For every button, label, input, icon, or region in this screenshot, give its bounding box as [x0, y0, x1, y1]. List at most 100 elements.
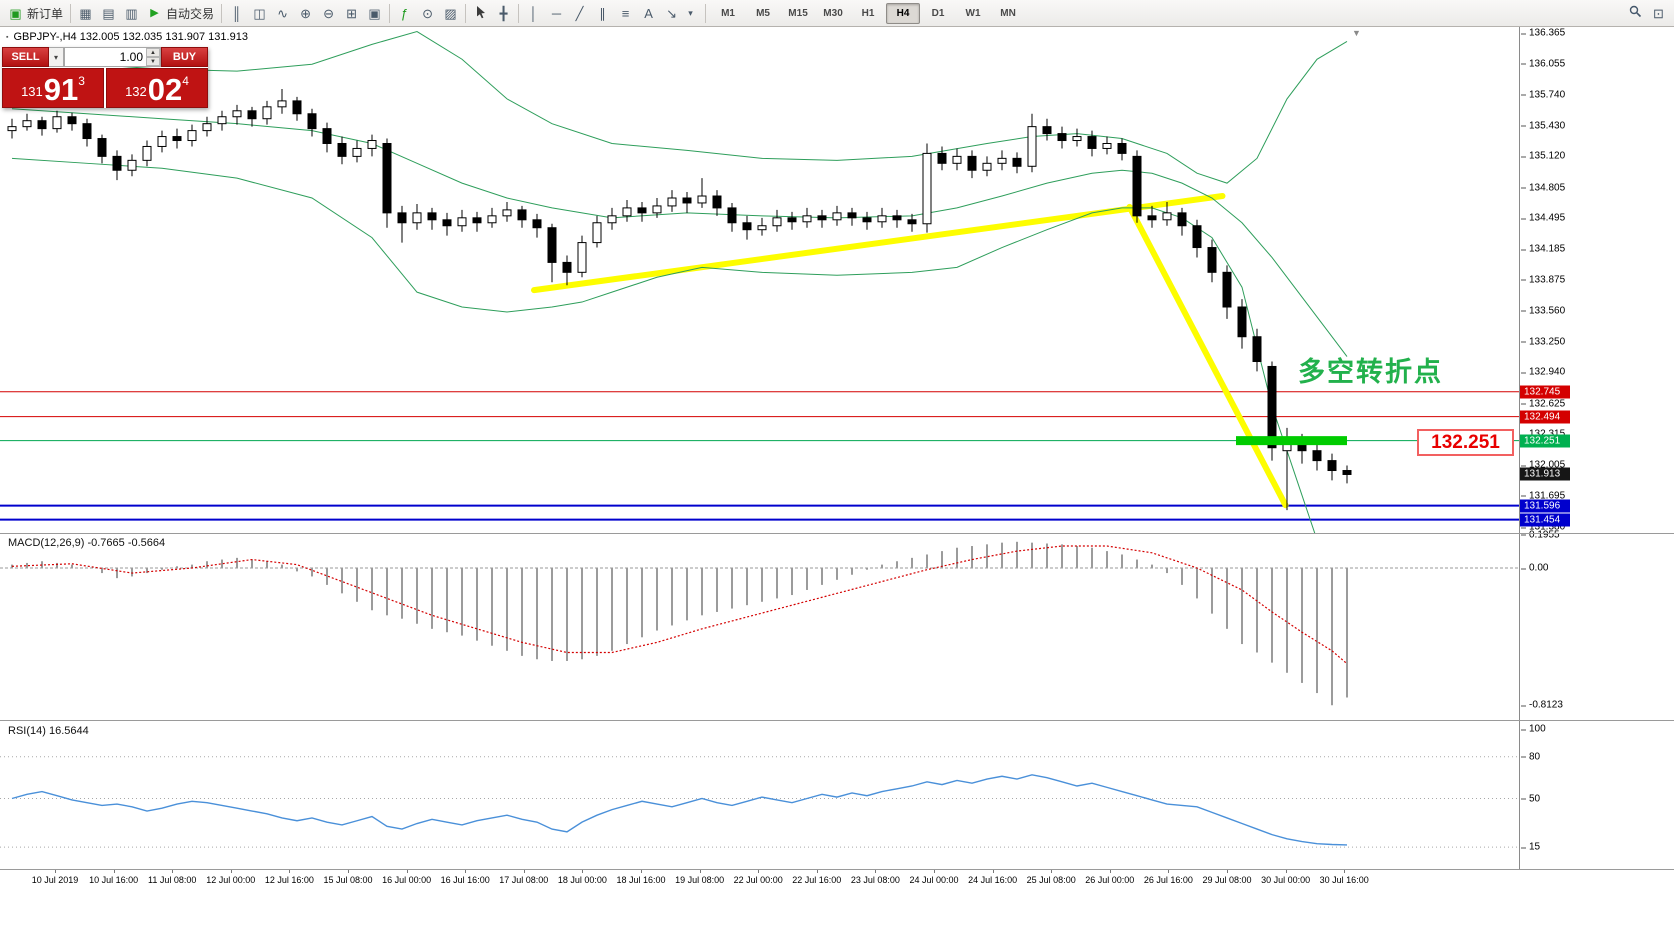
time-axis-tick	[582, 870, 584, 873]
symbol-marker-icon: ▪	[6, 33, 9, 41]
templates-button[interactable]: ▨	[439, 2, 462, 24]
buy-button[interactable]: BUY	[161, 47, 208, 67]
vertical-line-tool-button[interactable]: │	[522, 2, 545, 24]
navigator-button[interactable]: ▥	[120, 2, 143, 24]
buy-price-button[interactable]: 132 02 4	[106, 68, 208, 108]
chart-annotation-text[interactable]: 多空转折点	[1298, 357, 1443, 387]
timeframe-button-h1[interactable]: H1	[861, 7, 875, 19]
autotrading-label: 自动交易	[166, 6, 215, 21]
rsi-line	[11, 774, 1348, 846]
trendline-object[interactable]	[531, 193, 1226, 294]
horizontal-line-tool-button[interactable]: ─	[545, 2, 568, 24]
symbol-ohlc-text: GBPJPY-,H4 132.005 132.035 131.907 131.9…	[13, 31, 248, 43]
price-scale-label: 133.250	[1520, 336, 1566, 348]
zoom-out-button[interactable]: ⊖	[317, 2, 340, 24]
new-order-button[interactable]: ▣ 新订单	[4, 2, 67, 24]
timeframe-button-mn[interactable]: MN	[1000, 7, 1016, 19]
channel-tool-button[interactable]: ∥	[591, 2, 614, 24]
periods-icon: ⊙	[422, 5, 433, 21]
time-axis-tick	[875, 870, 877, 873]
timeframe-button-m5[interactable]: M5	[756, 7, 770, 19]
trendline-object[interactable]	[1126, 203, 1289, 509]
crosshair-button[interactable]: ╋	[492, 2, 515, 24]
time-axis-label: 30 Jul 16:00	[1319, 875, 1369, 885]
market-watch-button[interactable]: ▦	[74, 2, 97, 24]
volume-field-wrap: ▲ ▼	[64, 47, 161, 67]
price-scale-label: 132.940	[1520, 366, 1566, 378]
candlestick-chart-button[interactable]: ◫	[248, 2, 271, 24]
line-chart-button[interactable]: ∿	[271, 2, 294, 24]
panel-divider[interactable]	[0, 720, 1674, 721]
rsi-indicator-panel[interactable]	[0, 721, 1519, 869]
data-window-button[interactable]: ▤	[97, 2, 120, 24]
autotrading-button[interactable]: ▶ 自动交易	[143, 2, 218, 24]
sell-price-main: 91	[43, 72, 79, 107]
sell-price-button[interactable]: 131 91 3	[2, 68, 104, 108]
timeframe-button-h4[interactable]: H4	[886, 2, 921, 24]
price-scale-label: 134.805	[1520, 182, 1566, 194]
timeframe-button-m1[interactable]: M1	[721, 7, 735, 19]
indicators-icon: ƒ	[400, 5, 409, 21]
time-axis-tick	[55, 870, 56, 873]
timeframe-button-m15[interactable]: M15	[788, 7, 808, 19]
time-axis-tick	[699, 870, 701, 873]
time-axis[interactable]: 10 Jul 2019 10 Jul 16:00 11 Jul 08:00 12 Ju…	[0, 870, 1519, 890]
cursor-button[interactable]	[469, 2, 492, 24]
price-level-chip: 131.596	[1520, 499, 1570, 513]
rsi-scale-label: 80	[1520, 751, 1541, 763]
chart-shift-marker-icon[interactable]: ▼	[1352, 28, 1361, 38]
time-axis-label: 24 Jul 00:00	[909, 875, 959, 885]
candlestick-chart-icon: ◫	[253, 5, 266, 21]
new-window-icon: ⊡	[1653, 5, 1664, 21]
time-axis-tick	[406, 870, 408, 873]
price-scale-label: 136.055	[1520, 58, 1566, 70]
text-tool-button[interactable]: A	[637, 2, 660, 24]
cascade-windows-button[interactable]: ▣	[363, 2, 386, 24]
price-level-chip: 131.913	[1520, 467, 1570, 481]
time-axis-tick	[172, 870, 174, 873]
price-callout-label[interactable]: 132.251	[1417, 429, 1514, 456]
time-axis-label: 10 Jul 2019	[31, 875, 79, 885]
macd-indicator-panel[interactable]	[0, 534, 1519, 720]
arrows-tool-button[interactable]: ↘ ▾	[660, 2, 702, 24]
volume-increase-button[interactable]: ▲	[146, 48, 160, 57]
navigator-icon: ▥	[125, 5, 138, 21]
time-axis-label: 15 Jul 08:00	[323, 875, 373, 885]
fibonacci-tool-button[interactable]: ≡	[614, 2, 637, 24]
new-order-icon: ▣	[9, 5, 22, 21]
timeframe-button-w1[interactable]: W1	[965, 7, 981, 19]
time-axis-label: 23 Jul 08:00	[850, 875, 900, 885]
toolbar-separator	[518, 3, 520, 23]
trendline-tool-button[interactable]: ╱	[568, 2, 591, 24]
new-order-label: 新订单	[27, 6, 64, 21]
time-axis-tick	[758, 870, 760, 873]
symbol-info: ▪ GBPJPY-,H4 132.005 132.035 131.907 131…	[6, 31, 248, 43]
volume-dropdown-button[interactable]: ▾	[49, 47, 64, 67]
price-chart[interactable]	[0, 27, 1519, 533]
zoom-in-button[interactable]: ⊕	[294, 2, 317, 24]
volume-input[interactable]	[64, 47, 161, 67]
price-level-chip: 132.494	[1520, 410, 1570, 424]
tile-windows-button[interactable]: ⊞	[340, 2, 363, 24]
volume-spinner: ▲ ▼	[146, 48, 160, 66]
sell-button[interactable]: SELL	[2, 47, 49, 67]
search-button[interactable]	[1624, 2, 1647, 24]
zoom-out-icon: ⊖	[323, 5, 334, 21]
panel-divider[interactable]	[0, 533, 1674, 534]
price-scale[interactable]: 136.365 136.055 135.740 135.430 135.120 134.8…	[1519, 27, 1674, 870]
time-axis-tick	[934, 870, 935, 873]
periods-button[interactable]: ⊙	[416, 2, 439, 24]
bollinger-band-middle	[11, 108, 1348, 357]
volume-decrease-button[interactable]: ▼	[146, 57, 160, 66]
time-axis-tick	[1109, 870, 1111, 873]
timeframe-button-d1[interactable]: D1	[931, 7, 945, 19]
price-scale-label: 131.695	[1520, 490, 1566, 502]
timeframe-button-m30[interactable]: M30	[823, 7, 843, 19]
new-window-button[interactable]: ⊡	[1647, 2, 1670, 24]
indicators-button[interactable]: ƒ	[393, 2, 416, 24]
time-axis-tick	[1051, 870, 1053, 873]
time-axis-tick	[230, 870, 232, 873]
buy-price-main: 02	[147, 72, 183, 107]
price-scale-label: 132.005	[1520, 459, 1566, 471]
bar-chart-button[interactable]: ║	[225, 2, 248, 24]
